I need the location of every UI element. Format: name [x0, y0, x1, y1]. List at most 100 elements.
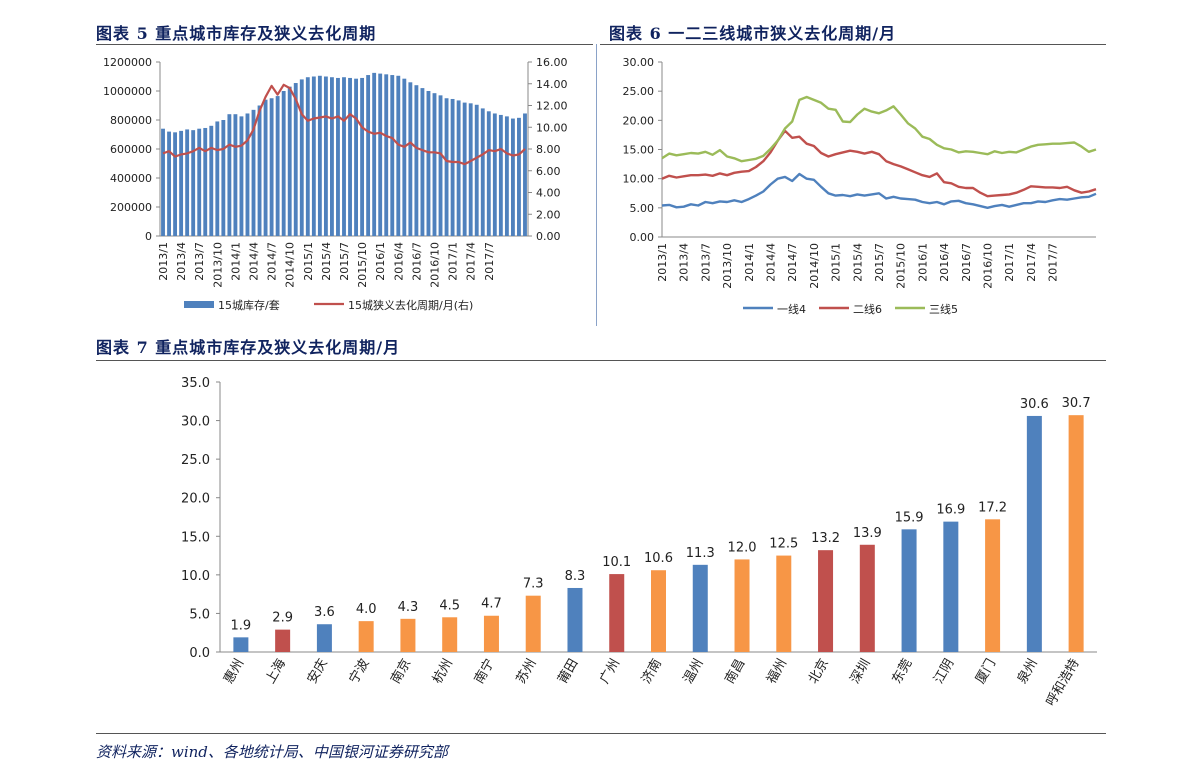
x-tick-label: 2017/7: [483, 242, 496, 281]
y-left-tick-label: 1000000: [103, 85, 152, 98]
value-label: 10.1: [602, 555, 631, 570]
legend-swatch-inventory: [184, 301, 214, 308]
y-tick-label: 0.0: [189, 646, 210, 661]
inventory-bar: [480, 108, 485, 236]
chart-title-fig7: 图表 7 重点城市库存及狭义去化周期/月: [96, 338, 401, 357]
inventory-bar: [299, 79, 304, 237]
x-tick-label: 2016/7: [410, 242, 423, 281]
chart-title-fig5: 图表 5 重点城市库存及狭义去化周期: [96, 24, 377, 43]
city-bar: [943, 521, 959, 652]
x-tick-label: 2013/7: [699, 243, 712, 282]
inventory-bar: [450, 98, 455, 236]
y-tick-label: 15.00: [623, 144, 655, 157]
city-bar: [859, 544, 875, 652]
inventory-bar: [336, 77, 340, 236]
inventory-bar: [360, 77, 365, 236]
category-label: 南京: [388, 656, 415, 687]
city-bar: [818, 550, 834, 652]
value-label: 10.6: [644, 551, 673, 566]
panel-divider: [596, 44, 597, 326]
category-label: 上海: [263, 657, 289, 687]
inventory-bar: [342, 77, 346, 236]
y-tick-label: 15.0: [181, 530, 210, 545]
x-tick-label: 2013/1: [656, 243, 669, 282]
inventory-bar: [510, 118, 515, 236]
value-label: 4.7: [481, 597, 502, 612]
x-tick-label: 2013/4: [175, 242, 188, 281]
y-left-tick-label: 200000: [110, 201, 152, 214]
cycle-line: [162, 83, 526, 166]
x-tick-label: 2015/10: [895, 243, 908, 289]
x-tick-label: 2014/7: [266, 242, 279, 281]
x-tick-label: 2013/10: [721, 243, 734, 289]
tier-cycle-chart: 0.00 5.00 10.00 15.00 20.00 25.00 30.00 2013/1 2…: [623, 56, 1097, 316]
inventory-bar: [486, 111, 491, 236]
value-label: 15.9: [895, 510, 924, 525]
city-bar: [1068, 415, 1084, 652]
city-bar: [442, 617, 458, 652]
value-label: 12.5: [769, 537, 798, 552]
source-note: 资料来源：wind、各地统计局、中国银河证券研究部: [96, 743, 448, 761]
x-tick-label: 2017/1: [447, 242, 460, 281]
inventory-bar: [366, 75, 371, 236]
x-tick-label: 2014/4: [765, 243, 778, 282]
y-right-tick-label: 12.00: [536, 100, 568, 113]
y-tick-label: 0.00: [630, 231, 655, 244]
value-label: 11.3: [686, 546, 715, 561]
inventory-bar: [390, 75, 395, 236]
inventory-bar: [426, 91, 431, 236]
x-tick-label: 2015/4: [320, 242, 333, 281]
y-left-tick-label: 800000: [110, 114, 152, 127]
inventory-bar: [372, 72, 377, 236]
inventory-bar: [492, 113, 497, 236]
city-bar: [525, 595, 541, 652]
value-label: 4.5: [439, 598, 460, 613]
inventory-bar: [311, 76, 316, 236]
inventory-bar: [468, 103, 473, 236]
category-label: 济南: [638, 656, 665, 687]
value-label: 16.9: [936, 503, 965, 518]
inventory-bar: [456, 100, 461, 236]
x-tick-label: 2015/7: [338, 242, 351, 281]
city-bar: [358, 621, 374, 652]
inventory-bar: [263, 99, 268, 236]
inventory-bar: [197, 128, 202, 236]
inventory-bar: [317, 75, 322, 237]
value-label: 12.0: [728, 540, 757, 555]
inventory-bar: [474, 104, 479, 237]
source-divider: [96, 733, 1106, 734]
inventory-bar: [179, 130, 184, 236]
category-label: 泉州: [1014, 656, 1041, 687]
x-tick-label: 2015/7: [873, 243, 886, 282]
series-line-2: [661, 129, 1097, 198]
x-tick-label: 2015/10: [356, 242, 369, 288]
value-label: 4.3: [398, 600, 419, 615]
inventory-bar: [185, 129, 190, 236]
city-bar: [901, 529, 917, 652]
inventory-bar: [221, 120, 226, 236]
city-bar: [692, 564, 708, 652]
y-tick-label: 25.00: [623, 85, 655, 98]
category-label: 苏州: [513, 656, 540, 687]
category-label: 南宁: [471, 656, 498, 687]
y-left-tick-label: 1200000: [103, 56, 152, 69]
category-label: 东莞: [890, 657, 916, 687]
fig7-title-underline: [96, 360, 1106, 361]
y-left-tick-label: 0: [145, 230, 152, 243]
y-right-tick-label: 10.00: [536, 121, 568, 134]
city-bar: [776, 555, 792, 652]
y-tick-label: 25.0: [181, 453, 210, 468]
x-tick-label: 2017/7: [1047, 243, 1060, 282]
y-right-tick-label: 4.00: [536, 187, 561, 200]
city-bar: [1026, 415, 1042, 652]
y-tick-label: 20.00: [623, 114, 655, 127]
category-label: 南昌: [722, 656, 749, 687]
city-bar: [651, 570, 666, 652]
category-label: 惠州: [221, 657, 247, 687]
inventory-bar: [396, 75, 401, 237]
inventory-bar: [203, 127, 208, 236]
inventory-bar: [523, 113, 527, 236]
legend-label-cycle: 15城狭义去化周期/月(右): [348, 298, 473, 312]
inventory-bar: [444, 98, 449, 236]
value-label: 13.2: [811, 531, 840, 546]
